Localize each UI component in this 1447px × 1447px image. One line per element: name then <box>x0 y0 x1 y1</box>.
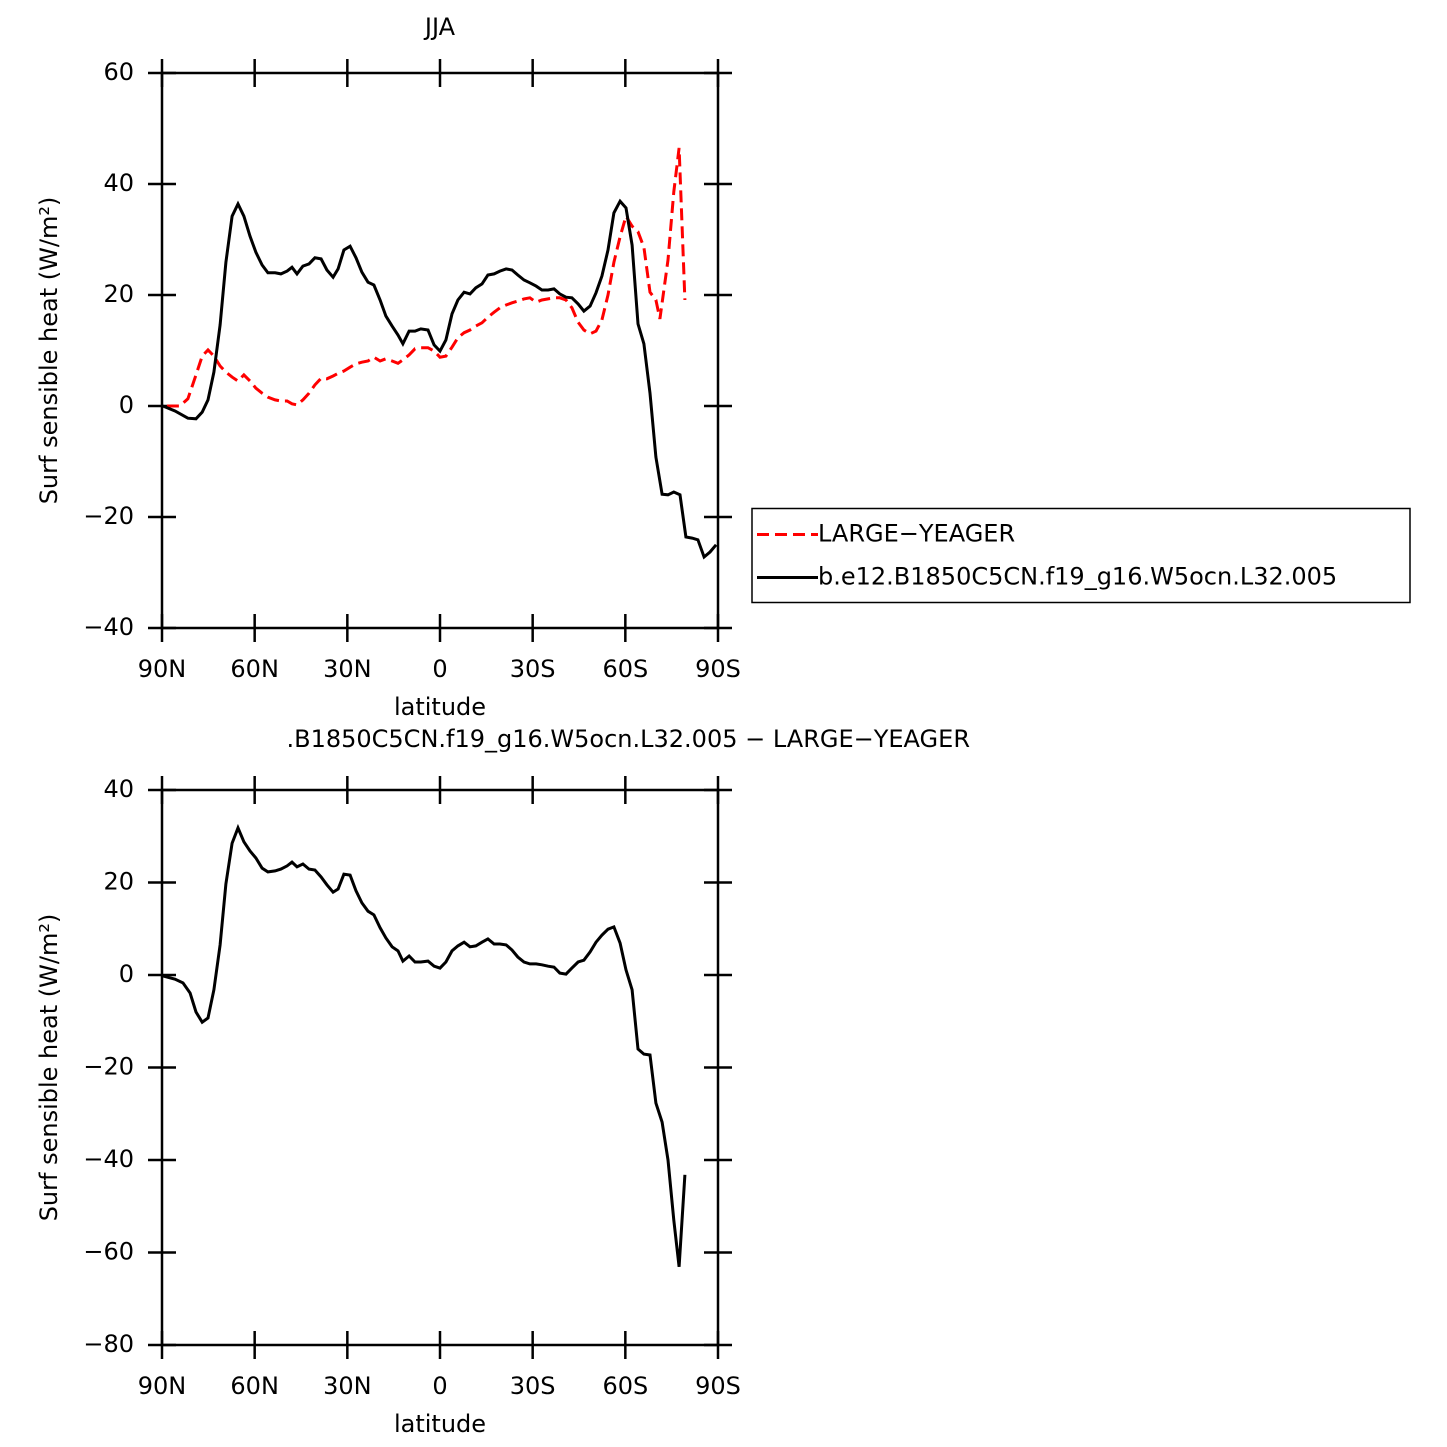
x-tick-label: 30S <box>510 1372 556 1400</box>
x-tick-label: 60S <box>602 1372 648 1400</box>
y-axis-label: Surf sensible heat (W/m²) <box>35 914 63 1222</box>
x-tick-label: 90S <box>695 1372 741 1400</box>
x-axis-label: latitude <box>394 1410 486 1438</box>
y-tick-label: −40 <box>83 613 134 641</box>
y-tick-label: −80 <box>83 1330 134 1358</box>
plot-frame <box>160 788 720 1347</box>
chart-title: JJA <box>423 13 456 41</box>
y-tick-label: 40 <box>103 775 134 803</box>
legend-box <box>751 507 1411 604</box>
x-tick-label: 60N <box>230 655 279 683</box>
chart-title: .B1850C5CN.f19_g16.W5ocn.L32.005 − LARGE… <box>286 725 970 753</box>
y-tick-label: −60 <box>83 1238 134 1266</box>
y-tick-label: −40 <box>83 1145 134 1173</box>
x-tick-label: 90S <box>695 655 741 683</box>
y-tick-label: 40 <box>103 169 134 197</box>
x-tick-label: 90N <box>138 655 187 683</box>
y-tick-label: 20 <box>103 280 134 308</box>
y-tick-label: 0 <box>119 960 134 988</box>
x-tick-label: 0 <box>432 655 447 683</box>
data-line <box>162 198 718 560</box>
y-axis-label: Surf sensible heat (W/m²) <box>35 197 63 505</box>
x-tick-label: 30S <box>510 655 556 683</box>
x-tick-label: 30N <box>323 655 372 683</box>
data-line <box>166 147 687 408</box>
x-tick-label: 30N <box>323 1372 372 1400</box>
x-tick-label: 60S <box>602 655 648 683</box>
y-tick-label: 0 <box>119 391 134 419</box>
x-tick-label: 90N <box>138 1372 187 1400</box>
data-line <box>162 823 687 1267</box>
y-tick-label: 20 <box>103 868 134 896</box>
y-tick-label: −20 <box>83 1053 134 1081</box>
x-tick-label: 0 <box>432 1372 447 1400</box>
legend-label: b.e12.B1850C5CN.f19_g16.W5ocn.L32.005 <box>818 563 1337 591</box>
legend: LARGE−YEAGER b.e12.B1850C5CN.f19_g16.W5oc… <box>751 507 1411 604</box>
legend-label: LARGE−YEAGER <box>818 520 1015 548</box>
x-tick-label: 60N <box>230 1372 279 1400</box>
y-tick-label: −20 <box>83 502 134 530</box>
y-tick-label: 60 <box>103 58 134 86</box>
x-axis-label: latitude <box>394 693 486 721</box>
